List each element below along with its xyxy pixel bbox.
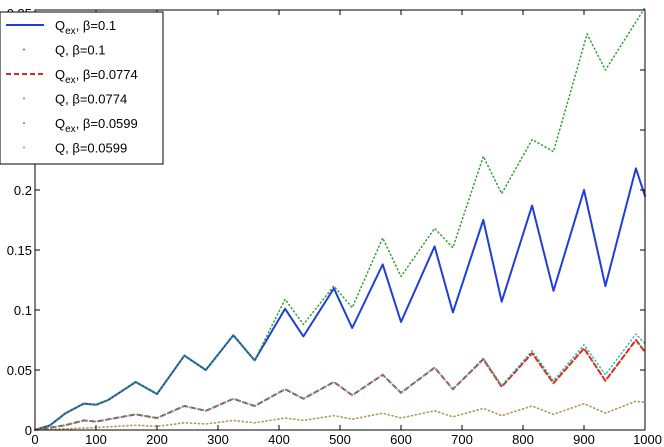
x-tick-label: 700 xyxy=(451,432,473,447)
series-line-1 xyxy=(34,167,646,431)
series-line-3 xyxy=(34,339,646,431)
x-tick-label: 100 xyxy=(85,432,107,447)
x-tick-label: 400 xyxy=(268,432,290,447)
series-line-2 xyxy=(34,6,646,431)
legend-label: Qex, β=0.0599 xyxy=(55,116,138,135)
y-tick-label: 0.1 xyxy=(14,303,32,318)
legend-item: Q, β=0.0774 xyxy=(23,92,127,107)
legend-label: Q, β=0.0599 xyxy=(55,141,127,156)
series-line-4 xyxy=(34,333,646,431)
x-tick-label: 0 xyxy=(31,432,38,447)
legend-label: Qex, β=0.1 xyxy=(55,18,116,37)
x-tick-label: 800 xyxy=(512,432,534,447)
legend-swatch xyxy=(23,146,25,149)
series-line-6 xyxy=(34,400,646,431)
x-tick-label: 1000 xyxy=(633,432,662,447)
legend-swatch xyxy=(23,48,25,51)
legend-item: Qex, β=0.0599 xyxy=(23,116,138,135)
series-layer xyxy=(34,6,646,431)
legend-label: Q, β=0.0774 xyxy=(55,92,127,107)
x-tick-label: 300 xyxy=(207,432,229,447)
y-tick-label: 0.2 xyxy=(14,183,32,198)
x-tick-label: 500 xyxy=(329,432,351,447)
legend-item: Q, β=0.0599 xyxy=(23,141,127,156)
legend: Qex, β=0.1 Q, β=0.1 Qex, β=0.0774 Q, β=0.07… xyxy=(0,11,164,165)
legend-label: Q, β=0.1 xyxy=(55,43,106,58)
legend-item: Qex, β=0.1 xyxy=(6,18,116,37)
y-tick-label: 0.05 xyxy=(7,363,32,378)
legend-box xyxy=(0,11,164,165)
legend-item: Qex, β=0.0774 xyxy=(6,67,138,86)
legend-swatch xyxy=(23,97,25,100)
x-tick-label: 600 xyxy=(390,432,412,447)
y-tick-label: 0 xyxy=(25,423,32,438)
legend-swatch xyxy=(23,122,25,124)
x-tick-label: 900 xyxy=(573,432,595,447)
legend-label: Qex, β=0.0774 xyxy=(55,67,138,86)
legend-item: Q, β=0.1 xyxy=(23,43,106,58)
x-tick-label: 200 xyxy=(146,432,168,447)
y-tick-label: 0.15 xyxy=(7,243,32,258)
ticks-layer: 0 100 200 300 400 500 600 700 800 900 1000 0 0.05 0.1… xyxy=(7,6,662,447)
